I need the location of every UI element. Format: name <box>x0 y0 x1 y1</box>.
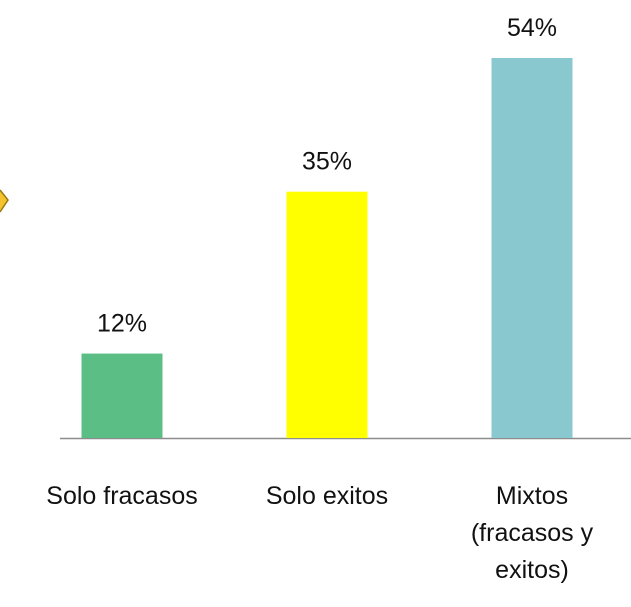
x-tick-label: Mixtos (fracasos y exitos) <box>470 482 594 584</box>
value-label: 54% <box>507 14 557 42</box>
arrow-decoration <box>0 189 9 213</box>
bar <box>491 58 573 438</box>
x-tick-label: Solo exitos <box>265 482 389 510</box>
x-tick-label: Solo fracasos <box>46 482 198 510</box>
value-label: 12% <box>97 310 147 338</box>
bar <box>286 191 368 438</box>
value-label: 35% <box>302 148 352 176</box>
bar <box>81 353 163 438</box>
